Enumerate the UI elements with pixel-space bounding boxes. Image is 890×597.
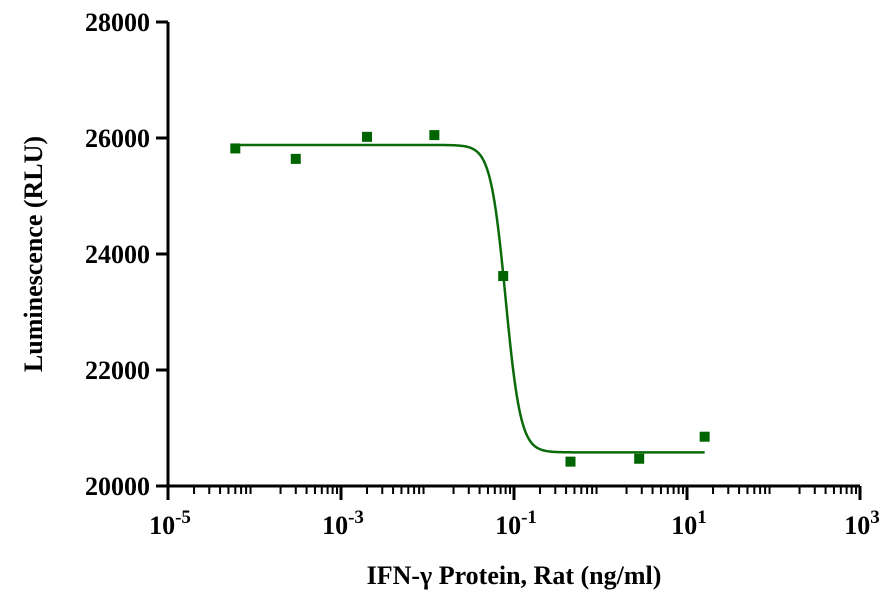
x-tick-label: 103: [844, 507, 880, 540]
data-point: [634, 453, 645, 464]
data-point: [699, 431, 710, 442]
x-tick-label: 10-3: [322, 507, 364, 540]
x-tick-label: 10-1: [495, 507, 537, 540]
y-tick-label: 22000: [85, 356, 150, 385]
data-point: [290, 153, 301, 164]
major-ticks: [156, 20, 862, 500]
data-point: [230, 143, 241, 154]
y-tick-label: 20000: [85, 472, 150, 501]
y-tick-labels: 20000 22000 24000 26000 28000: [85, 8, 150, 501]
y-tick-label: 28000: [85, 8, 150, 37]
data-points: [230, 130, 710, 467]
fit-curve: [235, 143, 705, 454]
axes: [166, 22, 860, 488]
y-tick-label: 26000: [85, 124, 150, 153]
x-axis-title: IFN-γ Protein, Rat (ng/ml): [367, 561, 662, 590]
data-point: [362, 131, 373, 142]
data-point: [565, 456, 576, 467]
x-tick-label: 101: [671, 507, 707, 540]
x-tick-labels: 10-5 10-3 10-1 101 103: [149, 507, 880, 540]
x-minor-ticks: [193, 486, 858, 494]
data-point: [498, 271, 509, 282]
y-tick-label: 24000: [85, 240, 150, 269]
data-point: [429, 130, 440, 141]
y-axis-title: Luminescence (RLU): [19, 136, 48, 372]
x-tick-label: 10-5: [149, 507, 191, 540]
